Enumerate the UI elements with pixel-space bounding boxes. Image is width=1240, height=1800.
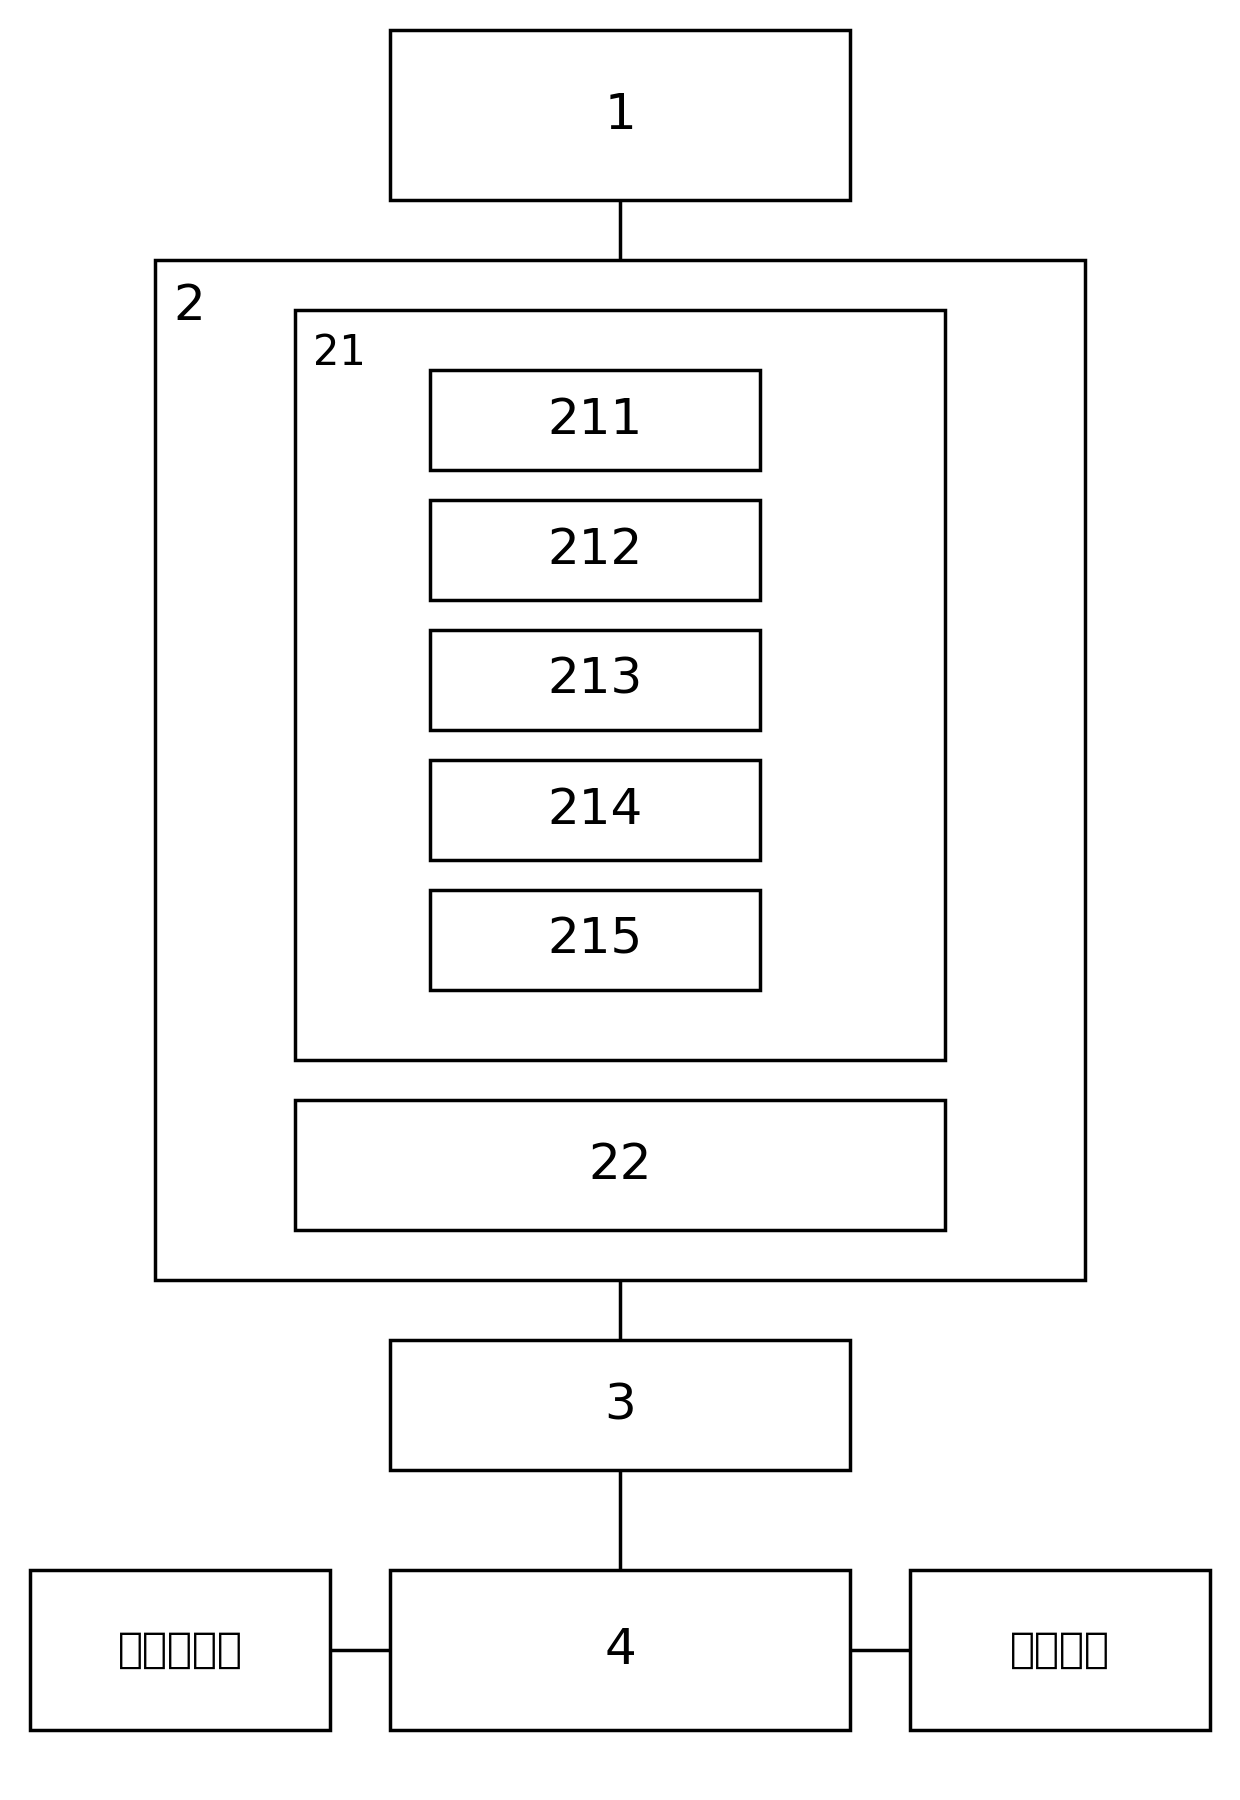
Text: 213: 213 bbox=[547, 655, 642, 704]
Text: 212: 212 bbox=[547, 526, 642, 574]
Bar bbox=[391, 31, 849, 200]
Bar bbox=[430, 760, 760, 860]
Bar bbox=[295, 1100, 945, 1229]
Text: 2: 2 bbox=[174, 283, 205, 329]
Text: 医务人员: 医务人员 bbox=[1011, 1629, 1110, 1670]
Bar bbox=[30, 1570, 330, 1730]
Text: 医院管理者: 医院管理者 bbox=[118, 1629, 243, 1670]
Bar bbox=[430, 371, 760, 470]
Bar bbox=[391, 1339, 849, 1471]
Text: 3: 3 bbox=[604, 1381, 636, 1429]
Text: 1: 1 bbox=[604, 92, 636, 139]
Text: 4: 4 bbox=[604, 1625, 636, 1674]
Bar bbox=[391, 1570, 849, 1730]
Bar bbox=[910, 1570, 1210, 1730]
Text: 211: 211 bbox=[547, 396, 642, 445]
Bar bbox=[295, 310, 945, 1060]
Text: 22: 22 bbox=[588, 1141, 652, 1190]
Text: 214: 214 bbox=[547, 787, 642, 833]
Bar bbox=[430, 630, 760, 731]
Bar bbox=[430, 889, 760, 990]
Bar bbox=[430, 500, 760, 599]
Text: 215: 215 bbox=[547, 916, 642, 965]
Text: 21: 21 bbox=[312, 331, 366, 374]
Bar bbox=[155, 259, 1085, 1280]
